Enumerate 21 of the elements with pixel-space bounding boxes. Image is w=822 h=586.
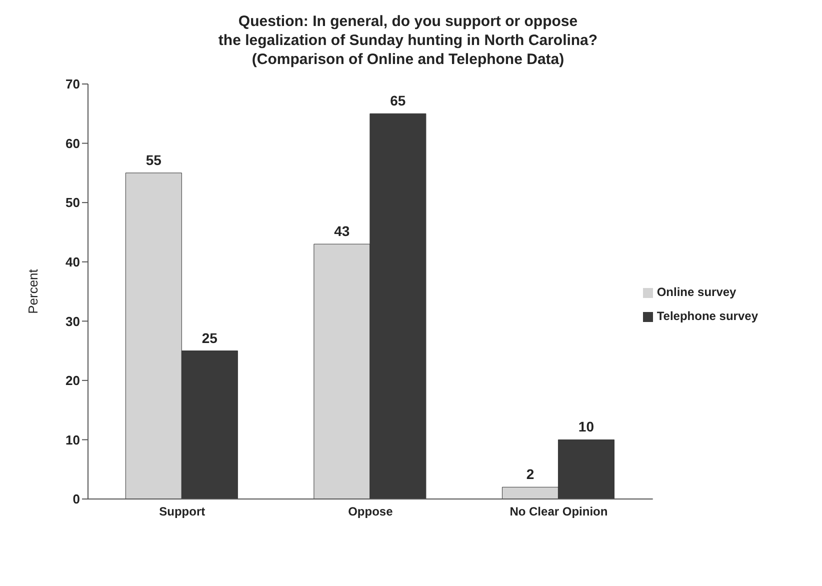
legend-label: Online survey (656, 285, 736, 299)
y-tick-label: 70 (66, 76, 80, 92)
data-label: 10 (578, 418, 594, 435)
y-tick-label: 60 (66, 136, 80, 151)
x-tick-label: No Clear Opinion (510, 504, 608, 519)
y-tick-label: 50 (66, 195, 80, 210)
data-label: 43 (334, 223, 350, 240)
legend-label: Telephone survey (656, 309, 758, 323)
chart-title: Question: In general, do you support or oppose the legalization of Sunday hunting in North Carolina? (Comparison of Online and Telephone Data) (217, 12, 599, 69)
data-label: 2 (526, 466, 534, 482)
y-tick-label: 40 (66, 254, 80, 270)
data-label: 55 (146, 152, 162, 168)
y-tick-label: 20 (66, 373, 80, 388)
y-axis-title: Percent (26, 268, 41, 314)
data-label: 65 (390, 92, 406, 109)
y-tick-label: 10 (66, 432, 80, 448)
x-tick-label: Support (159, 504, 206, 519)
y-tick-label: 0 (72, 492, 80, 507)
x-tick-label: Oppose (348, 504, 394, 519)
data-label: 25 (202, 330, 218, 346)
y-tick-label: 30 (66, 314, 80, 329)
